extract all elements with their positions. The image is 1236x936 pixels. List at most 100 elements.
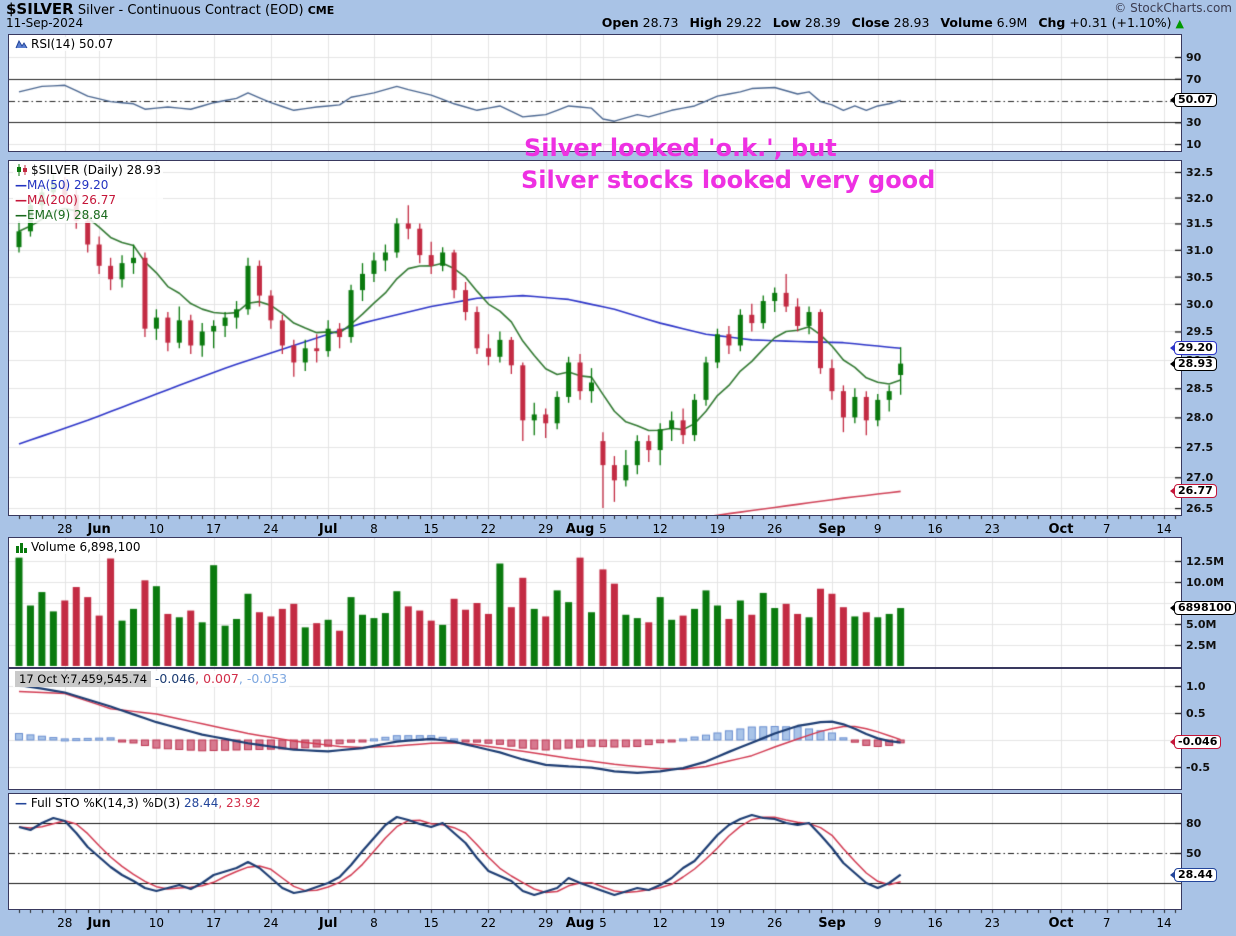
macd-tooltip: 17 Oct Y:7,459,545.74 [15, 671, 152, 687]
x-axis-label-23: 23 [984, 916, 1000, 930]
x-axis-label-22: 22 [480, 522, 497, 536]
x-axis-label-Jul: Jul [318, 916, 338, 931]
x-axis-label-Sep: Sep [818, 522, 846, 537]
x-axis-label-28: 28 [57, 916, 73, 930]
rsi-label: RSI(14) 50.07 [13, 37, 116, 51]
x-axis-label-Jul: Jul [318, 522, 338, 537]
price-axis-tick: 30.5 [1186, 270, 1214, 284]
volume-axis-tick: 12.5M [1186, 555, 1225, 568]
x-axis-label-22: 22 [480, 916, 497, 930]
x-axis-label-7: 7 [1102, 916, 1111, 930]
volume-label: Volume [940, 15, 993, 30]
volume-value: 6.9M [996, 15, 1028, 30]
x-axis-label-Oct: Oct [1048, 916, 1074, 931]
rsi-axis-tick: 70 [1186, 72, 1202, 86]
close-label: Close [851, 15, 890, 30]
quote-bar: Open 28.73 High 29.22 Low 28.39 Close 28… [595, 15, 1184, 30]
indicator-sparkline-icon [15, 39, 28, 49]
close-value: 28.93 [893, 15, 930, 30]
macd-signal-value: , 0.007 [195, 671, 239, 686]
sto-axis-tick: 80 [1186, 817, 1202, 830]
price-axis-tick: 27.0 [1186, 471, 1214, 485]
x-axis-label-14: 14 [1156, 916, 1172, 930]
price-chart-canvas [9, 161, 1181, 515]
open-value: 28.73 [642, 15, 679, 30]
candlestick-icon [17, 164, 27, 176]
legend-ma200: —MA(200) 26.77 [13, 193, 163, 208]
rsi-panel: RSI(14) 50.07 [8, 34, 1182, 152]
low-label: Low [772, 15, 801, 30]
price-panel: $SILVER (Daily) 28.93 —MA(50) 29.20 —MA(… [8, 160, 1182, 516]
macd-chart-canvas [9, 669, 1181, 789]
volume-bars-icon [16, 543, 27, 553]
x-axis-label-26: 26 [767, 522, 783, 536]
x-axis-label-29: 29 [538, 916, 554, 930]
macd-hist-value: , -0.053 [238, 671, 288, 686]
x-axis-label-10: 10 [148, 916, 165, 930]
x-axis-ticks [8, 516, 1182, 537]
price-axis-tick: 32.0 [1186, 191, 1214, 205]
sto-label: — Full STO %K(14,3) %D(3) 28.44, 23.92 [13, 796, 263, 810]
price-axis-tick: 28.0 [1186, 411, 1214, 425]
x-axis-label-Sep: Sep [818, 916, 846, 931]
rsi-axis-tick: 30 [1186, 116, 1202, 130]
price-axis-tick: 26.5 [1186, 502, 1214, 516]
x-axis-label-9: 9 [873, 522, 882, 536]
chart-title: $SILVER Silver - Continuous Contract (EO… [6, 0, 1230, 18]
macd-label: 17 Oct Y:7,459,545.74 -0.046, 0.007, -0.… [13, 671, 290, 687]
volume-value-bubble: 6898100 [1170, 601, 1236, 616]
x-axis-label-28: 28 [57, 522, 73, 536]
x-axis-bottom: 28 Jun 10 17 24 Jul 8 15 22 29 Aug 5 12 19 26 Sep 9 16 23 O… [8, 910, 1182, 936]
legend-symbol: $SILVER (Daily) 28.93 [13, 163, 163, 178]
open-label: Open [601, 15, 639, 30]
x-axis-label-16: 16 [927, 916, 943, 930]
price-bubble-26.77: 26.77 [1170, 484, 1217, 499]
x-axis-label-12: 12 [652, 522, 668, 536]
macd-panel: 17 Oct Y:7,459,545.74 -0.046, 0.007, -0.… [8, 668, 1182, 790]
x-axis-label-24: 24 [263, 522, 279, 536]
sto-value-bubble: 28.44 [1170, 867, 1217, 882]
price-bubble-29.20: 29.20 [1170, 341, 1217, 356]
high-value: 29.22 [726, 15, 762, 30]
rsi-axis-tick: 10 [1186, 138, 1202, 152]
x-axis-label-24: 24 [263, 916, 279, 930]
rsi-value-bubble: 50.07 [1170, 93, 1217, 108]
stochastics-panel: — Full STO %K(14,3) %D(3) 28.44, 23.92 [8, 793, 1182, 910]
sto-d-value: 23.92 [226, 796, 261, 810]
price-axis-tick: 32.5 [1186, 166, 1214, 179]
macd-axis-tick: 1.0 [1186, 680, 1206, 693]
volume-panel: Volume 6,898,100 [8, 537, 1182, 668]
x-axis-label-17: 17 [206, 522, 222, 536]
macd-value: -0.046 [154, 671, 196, 686]
price-axis-tick: 31.5 [1186, 217, 1214, 231]
price-legend: $SILVER (Daily) 28.93 —MA(50) 29.20 —MA(… [13, 163, 163, 223]
x-axis-ticks [8, 910, 1182, 936]
volume-chart-canvas [9, 538, 1181, 667]
x-axis-label-12: 12 [652, 916, 668, 930]
x-axis-label-Jun: Jun [87, 522, 111, 537]
x-axis-label-16: 16 [927, 522, 943, 536]
price-axis-tick: 31.0 [1186, 243, 1214, 257]
symbol: $SILVER [6, 0, 74, 18]
x-axis-label-15: 15 [423, 522, 439, 536]
x-axis-label-19: 19 [709, 916, 726, 930]
x-axis-label-23: 23 [984, 522, 1000, 536]
high-label: High [689, 15, 723, 30]
exchange: CME [307, 4, 335, 17]
price-axis-tick: 29.5 [1186, 325, 1214, 339]
sto-axis-tick: 50 [1186, 847, 1202, 860]
x-axis-label-7: 7 [1102, 522, 1111, 536]
volume-axis-tick: 10.0M [1186, 576, 1225, 589]
x-axis-label-14: 14 [1156, 522, 1172, 536]
x-axis-label-8: 8 [370, 522, 378, 536]
volume-axis-tick: 5.0M [1186, 618, 1217, 631]
low-value: 28.39 [804, 15, 841, 30]
chg-value: +0.31 (+1.10%) [1069, 15, 1172, 30]
sto-k-value: 28.44 [184, 796, 219, 810]
macd-axis-tick: 0.5 [1186, 707, 1206, 720]
x-axis-label-5: 5 [599, 916, 607, 930]
x-axis-label-Oct: Oct [1048, 522, 1074, 537]
x-axis-label-15: 15 [423, 916, 439, 930]
x-axis-label-17: 17 [206, 916, 222, 930]
chart-date: 11-Sep-2024 [6, 16, 84, 30]
